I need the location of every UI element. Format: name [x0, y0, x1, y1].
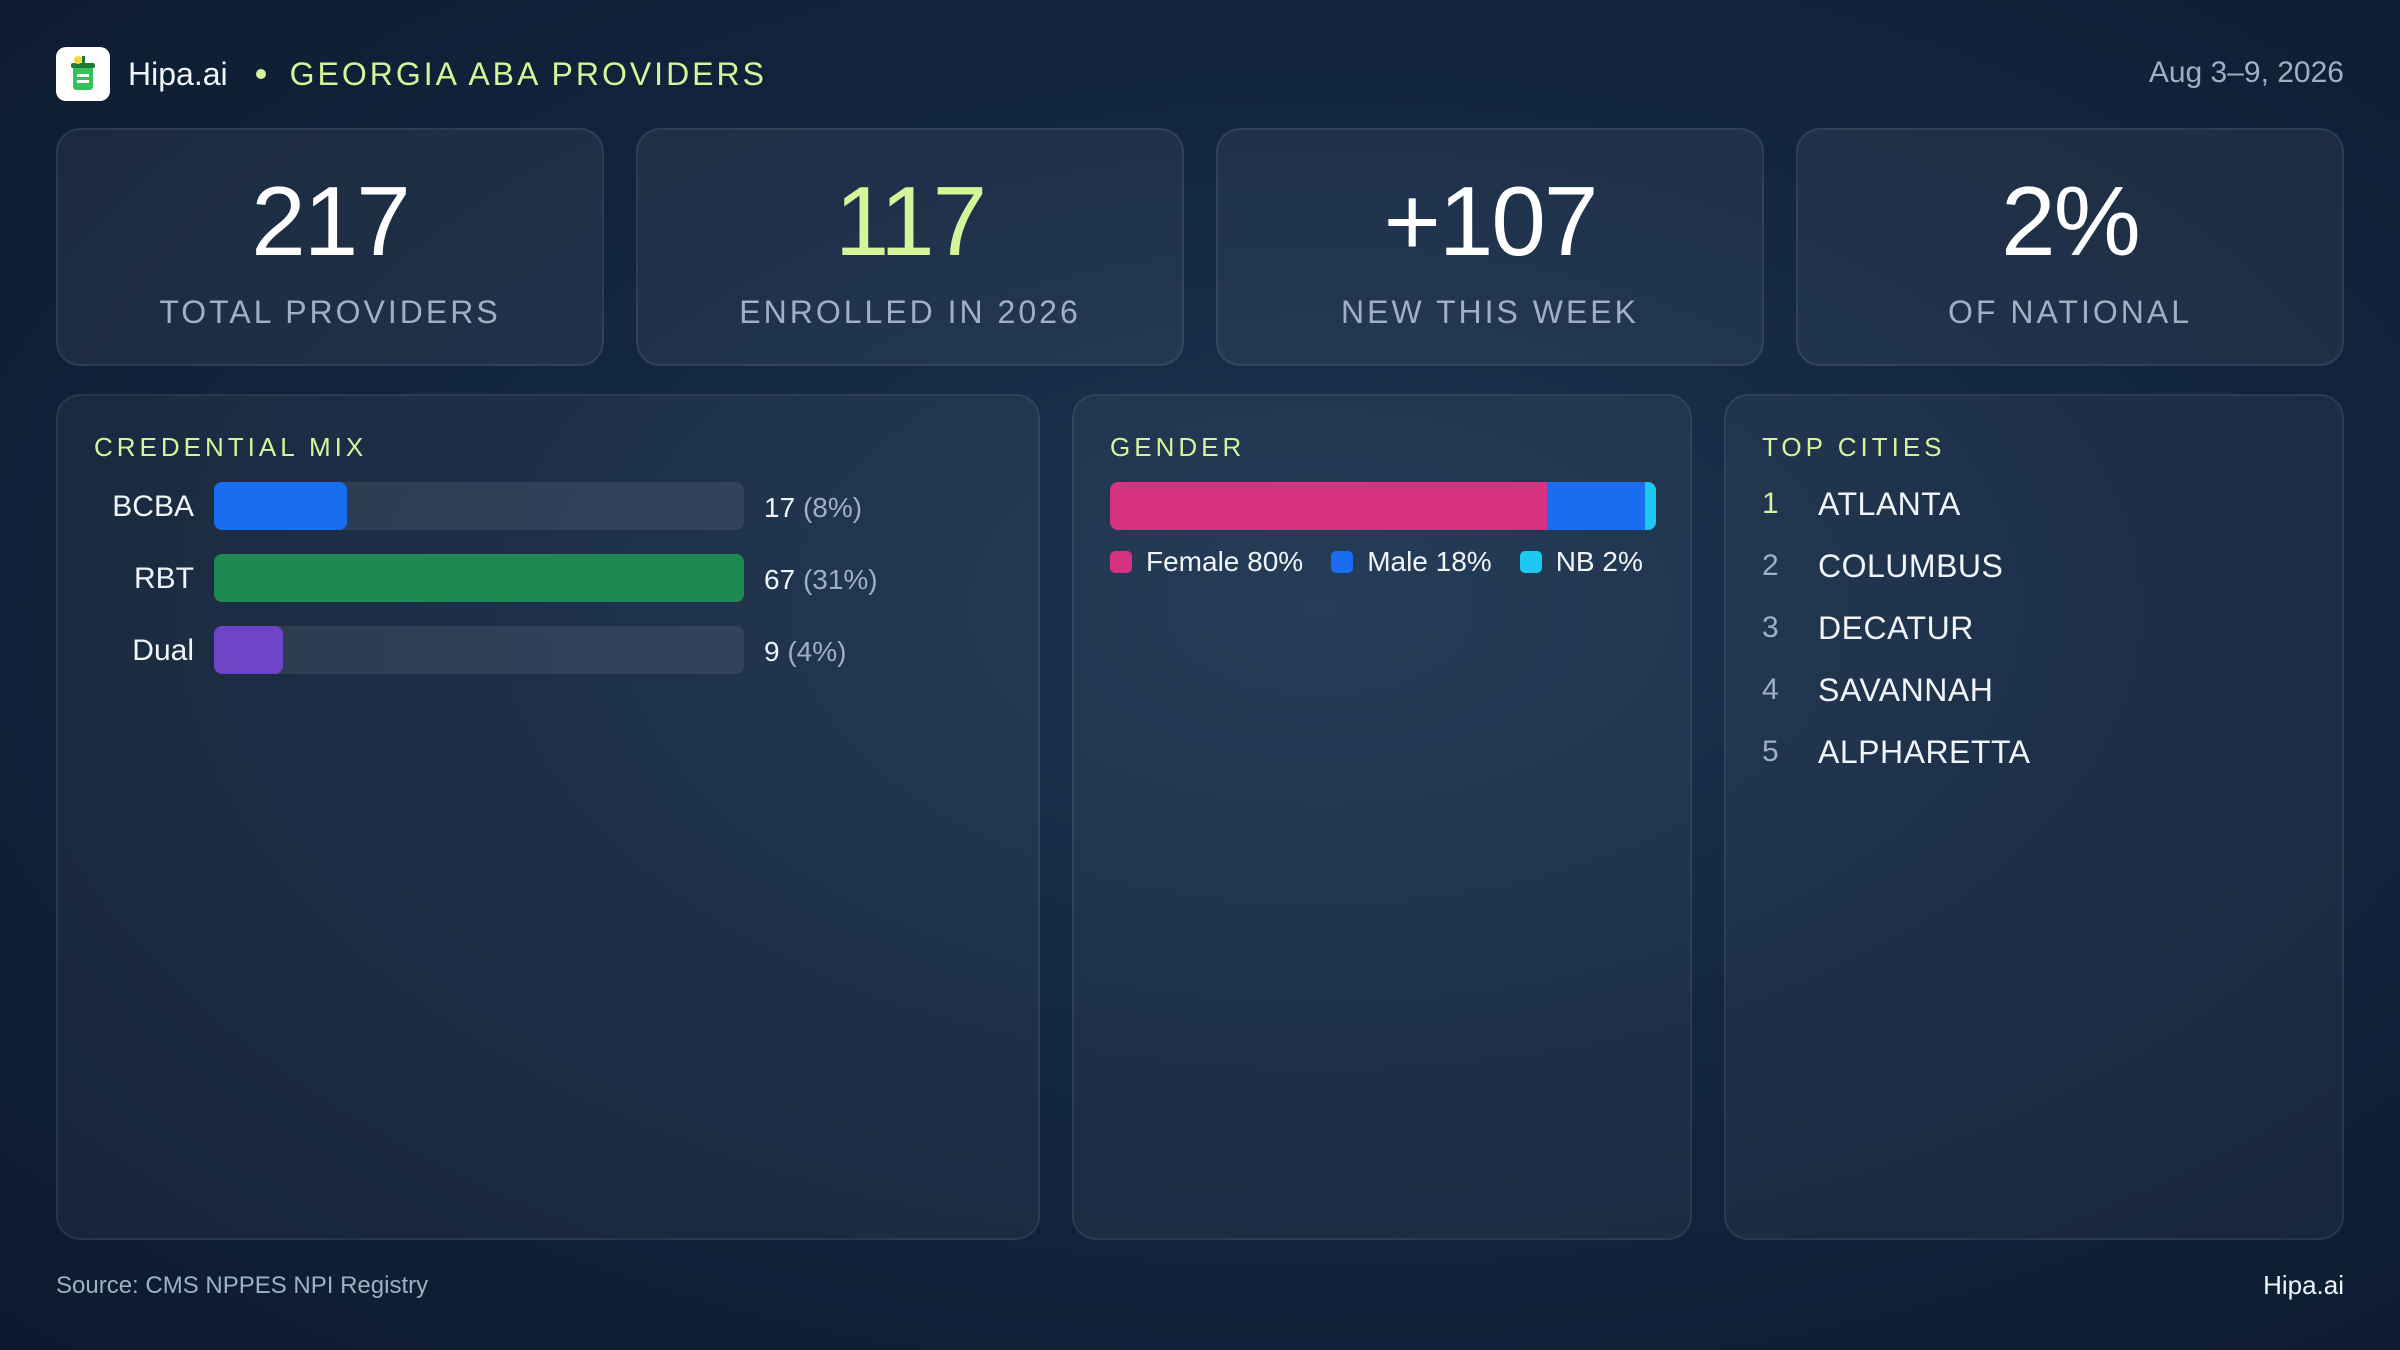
city-name: DECATUR [1818, 609, 1974, 646]
credential-percent: (4%) [787, 636, 847, 667]
city-rank: 1 [1762, 487, 1779, 520]
credential-count: 67 [764, 564, 796, 595]
gender-segment-male [1546, 482, 1646, 530]
kpi-total-providers: 217 TOTAL PROVIDERS [56, 128, 604, 366]
kpi-label: ENROLLED IN 2026 [739, 294, 1081, 330]
brand-name: Hipa.ai [128, 55, 228, 92]
kpi-of-national: 2% OF NATIONAL [1796, 128, 2344, 366]
kpi-new-this-week: +107 NEW THIS WEEK [1216, 128, 1764, 366]
legend-swatch [1331, 551, 1354, 573]
source-note: Source: CMS NPPES NPI Registry [56, 1272, 429, 1299]
legend-swatch [1110, 551, 1132, 573]
kpi-label: TOTAL PROVIDERS [159, 294, 501, 330]
credential-bar-track [214, 482, 744, 530]
credential-mix-panel: CREDENTIAL MIX BCBA 17 (8%) RBT 67 (31%)… [56, 394, 1040, 1240]
kpi-value: 217 [251, 166, 411, 276]
city-rank: 4 [1762, 673, 1779, 706]
legend-item-nb: NB 2% [1519, 546, 1643, 578]
kpi-label: OF NATIONAL [1948, 294, 2192, 330]
gender-segment-nb [1645, 482, 1656, 530]
credential-label: Dual [132, 634, 194, 667]
kpi-label: NEW THIS WEEK [1341, 294, 1639, 330]
legend-item-female: Female 80% [1110, 546, 1303, 578]
panel-title: TOP CITIES [1762, 432, 1946, 462]
list-item: 3 DECATUR [1762, 608, 1974, 648]
gender-stacked-bar [1110, 482, 1656, 530]
credential-label: RBT [134, 562, 194, 595]
credential-bar-track [214, 626, 744, 674]
gender-segment-female [1110, 482, 1547, 530]
footer-brand: Hipa.ai [2263, 1270, 2344, 1300]
top-cities-panel: TOP CITIES 1 ATLANTA 2 COLUMBUS 3 DECATU… [1724, 394, 2344, 1240]
credential-label: BCBA [112, 490, 194, 523]
kpi-value: 2% [2001, 166, 2141, 276]
legend-label: NB 2% [1555, 546, 1643, 577]
list-item: 2 COLUMBUS [1762, 546, 2003, 586]
legend-item-male: Male 18% [1331, 546, 1492, 578]
credential-value: 9 (4%) [764, 636, 846, 668]
city-name: COLUMBUS [1818, 547, 2004, 584]
city-name: ALPHARETTA [1818, 733, 2031, 770]
city-rank: 5 [1762, 735, 1779, 768]
city-rank: 3 [1762, 611, 1779, 644]
credential-percent: (8%) [802, 492, 863, 523]
kpi-value: 117 [834, 166, 987, 276]
credential-count: 17 [764, 492, 796, 523]
credential-count: 9 [764, 636, 780, 667]
list-item: 1 ATLANTA [1762, 484, 1961, 524]
credential-row-bcba: BCBA 17 (8%) [58, 482, 1038, 530]
legend-label: Female 80% [1146, 546, 1304, 577]
credential-row-rbt: RBT 67 (31%) [58, 554, 1038, 602]
gender-legend: Female 80% Male 18% NB 2% [1110, 546, 1671, 578]
credential-bar-fill [214, 554, 744, 602]
credential-bar-fill [214, 626, 283, 674]
city-name: ATLANTA [1818, 485, 1961, 522]
list-item: 4 SAVANNAH [1762, 670, 1993, 710]
credential-percent: (31%) [802, 564, 878, 595]
kpi-enrolled: 117 ENROLLED IN 2026 [636, 128, 1184, 366]
page-title: GEORGIA ABA PROVIDERS [289, 55, 767, 92]
credential-value: 67 (31%) [764, 564, 878, 596]
city-name: SAVANNAH [1818, 671, 1994, 708]
panel-title: CREDENTIAL MIX [94, 432, 368, 462]
city-rank: 2 [1762, 549, 1779, 582]
separator-dot [255, 69, 266, 79]
credential-bar-track [214, 554, 744, 602]
drink-cup-icon [56, 47, 110, 101]
legend-swatch [1519, 551, 1542, 573]
credential-bar-fill [214, 482, 347, 530]
header: Hipa.ai GEORGIA ABA PROVIDERS [56, 47, 767, 101]
credential-row-dual: Dual 9 (4%) [58, 626, 1038, 674]
credential-value: 17 (8%) [764, 492, 862, 524]
gender-panel: GENDER Female 80% Male 18% NB 2% [1072, 394, 1692, 1240]
list-item: 5 ALPHARETTA [1762, 732, 2030, 772]
legend-label: Male 18% [1367, 546, 1492, 577]
panel-title: GENDER [1110, 432, 1246, 462]
kpi-value: +107 [1383, 166, 1599, 276]
date-range: Aug 3–9, 2026 [2148, 56, 2344, 89]
